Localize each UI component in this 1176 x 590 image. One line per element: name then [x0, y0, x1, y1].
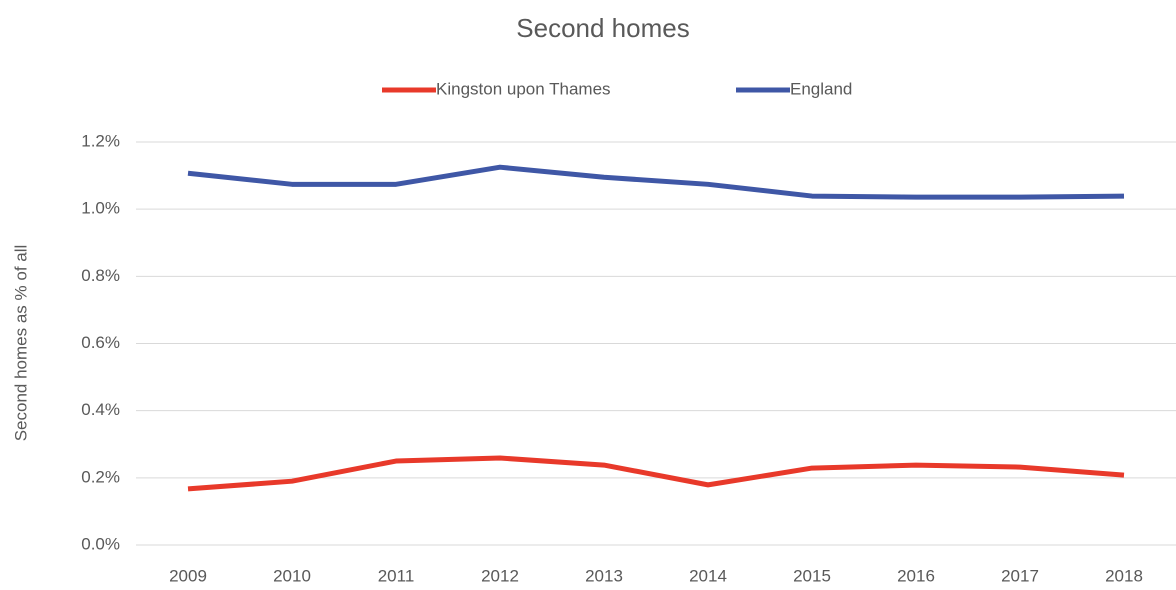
x-tick-label: 2011	[378, 566, 415, 585]
chart-title: Second homes	[516, 13, 689, 43]
x-tick-label: 2012	[481, 566, 519, 585]
x-tick-label: 2018	[1105, 566, 1143, 585]
y-tick-label: 1.0%	[81, 199, 120, 218]
y-tick-label: 0.8%	[81, 266, 120, 285]
y-tick-label: 0.2%	[81, 467, 120, 486]
y-tick-label: 0.6%	[81, 333, 120, 352]
series-line	[187, 455, 1125, 492]
x-tick-label: 2010	[273, 566, 311, 585]
y-tick-label: 1.2%	[81, 131, 120, 150]
legend-label: England	[790, 79, 852, 98]
series-line	[187, 164, 1125, 200]
y-axis-label: Second homes as % of all	[11, 245, 30, 442]
y-tick-label: 0.0%	[81, 534, 120, 553]
x-tick-label: 2014	[689, 566, 727, 585]
legend-label: Kingston upon Thames	[436, 79, 611, 98]
y-tick-label: 0.4%	[81, 400, 120, 419]
x-tick-label: 2009	[169, 566, 207, 585]
x-tick-label: 2017	[1001, 566, 1039, 585]
x-tick-label: 2013	[585, 566, 623, 585]
x-tick-label: 2016	[897, 566, 935, 585]
x-tick-label: 2015	[793, 566, 831, 585]
